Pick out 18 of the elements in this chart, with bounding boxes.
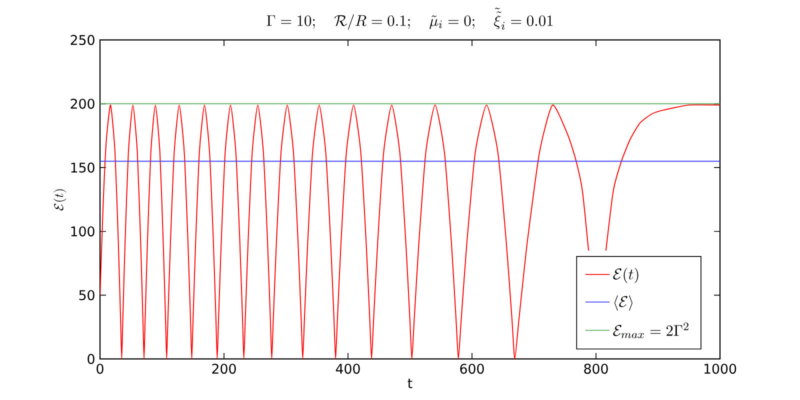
legend-label: $\mathcal{E}_{max}=2\Gamma^2$ xyxy=(613,322,688,338)
y-tick-label: 150 xyxy=(71,162,94,173)
x-axis-title: t xyxy=(408,378,412,388)
x-tick-label: 800 xyxy=(584,364,608,374)
y-tick-label: 0 xyxy=(88,354,94,364)
chart-title: $\Gamma=10;\quad \mathcal{R}/R=0.1;\quad \tilde{\mu}_i=0;\quad \tilde{\tilde{\xi}}_i=0.01$ xyxy=(266,8,553,30)
y-tick-label: 100 xyxy=(71,226,94,236)
x-tick-label: 400 xyxy=(336,364,360,374)
y-axis-title: $\mathcal{E}(t)$ xyxy=(54,189,66,211)
legend-label: $\langle\mathcal{E}\rangle$ xyxy=(614,295,632,311)
x-tick-label: 600 xyxy=(460,364,484,374)
y-tick-label: 50 xyxy=(79,290,94,300)
legend-label: $\mathcal{E}(t)$ xyxy=(613,268,638,284)
x-tick-label: 1000 xyxy=(704,364,736,374)
y-tick-label: 250 xyxy=(70,34,94,46)
x-tick-label: 0 xyxy=(96,364,104,374)
y-tick-label: 200 xyxy=(70,98,94,109)
x-tick-label: 200 xyxy=(212,364,236,374)
